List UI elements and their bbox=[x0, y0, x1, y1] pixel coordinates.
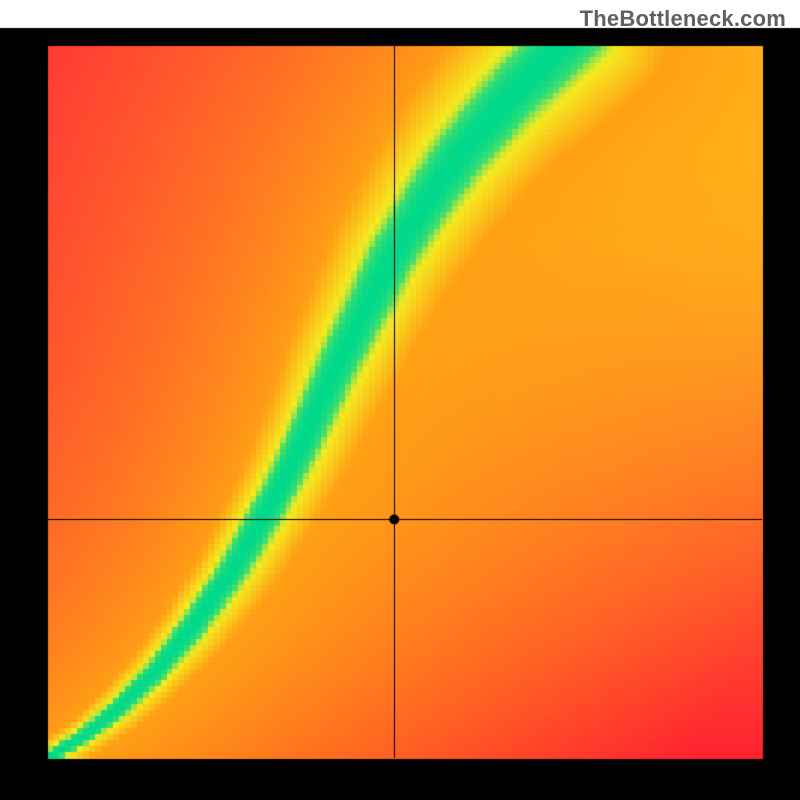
heatmap-canvas bbox=[0, 0, 800, 800]
watermark-text: TheBottleneck.com bbox=[580, 6, 786, 32]
chart-container: TheBottleneck.com bbox=[0, 0, 800, 800]
